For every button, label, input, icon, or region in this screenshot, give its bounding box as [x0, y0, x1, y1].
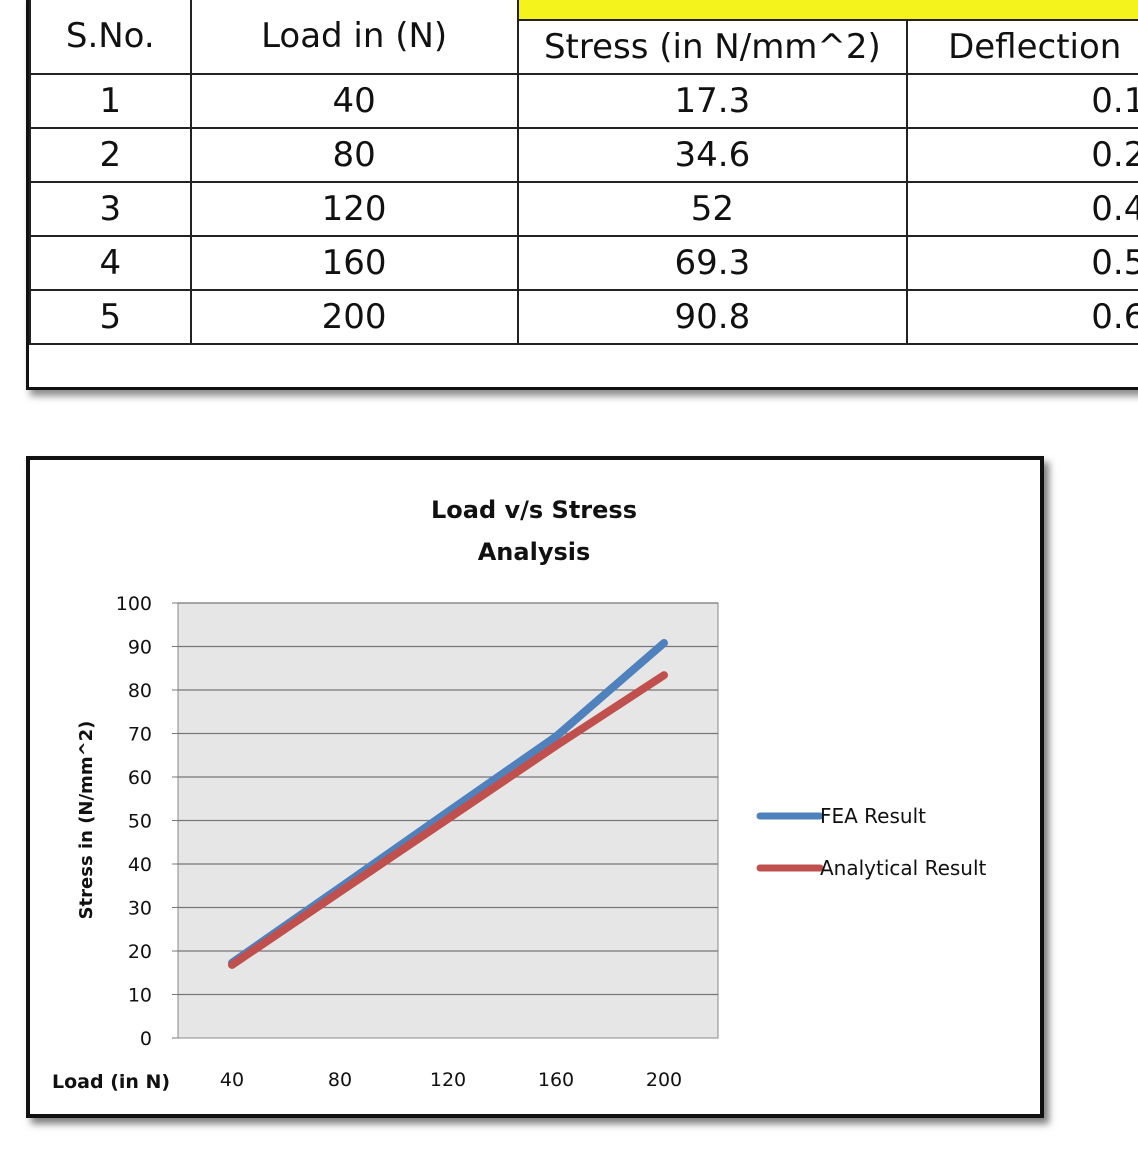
header-group-yellow [516, 0, 1138, 21]
legend-label: FEA Result [820, 804, 926, 828]
cell-load: 160 [189, 235, 519, 291]
cell-load: 120 [189, 181, 519, 237]
cell-sno: 2 [29, 127, 192, 183]
cell-deflection: 0.27 [906, 127, 1138, 183]
x-tick-label: 200 [646, 1069, 682, 1091]
legend-label: Analytical Result [820, 856, 987, 880]
cell-deflection: 0.13 [906, 73, 1138, 129]
results-table-container: S.No. Load in (N) Stress (in N/mm^2) Def… [26, 0, 1138, 390]
load-stress-chart: Load v/s Stress Analysis 0 10 20 30 40 50 60 70… [52, 496, 987, 1093]
header-sno: S.No. [29, 0, 192, 75]
y-tick-label: 40 [128, 854, 152, 876]
x-tick-label: 40 [220, 1069, 244, 1091]
y-tick-label: 90 [128, 637, 152, 659]
header-deflection: Deflection [906, 19, 1138, 75]
chart-title-line-2: Analysis [478, 538, 591, 566]
cell-load: 80 [189, 127, 519, 183]
cell-stress: 34.6 [516, 127, 909, 183]
cell-sno: 4 [29, 235, 192, 291]
cell-load: 200 [189, 289, 519, 345]
y-tick-label: 50 [128, 811, 152, 833]
cell-load: 40 [189, 73, 519, 129]
cell-deflection: 0.55 [906, 235, 1138, 291]
y-tick-label: 80 [128, 680, 152, 702]
chart-title-line-1: Load v/s Stress [431, 496, 637, 524]
y-tick-label: 60 [128, 767, 152, 789]
cell-sno: 5 [29, 289, 192, 345]
cell-deflection: 0.41 [906, 181, 1138, 237]
y-tick-label: 30 [128, 898, 152, 920]
x-tick-label: 120 [430, 1069, 466, 1091]
cell-stress: 52 [516, 181, 909, 237]
chart-frame: Load v/s Stress Analysis 0 10 20 30 40 50 60 70… [26, 456, 1044, 1118]
results-table: S.No. Load in (N) Stress (in N/mm^2) Def… [29, 0, 1138, 345]
header-load: Load in (N) [189, 0, 519, 75]
y-tick-label: 100 [116, 593, 152, 615]
y-axis-label: Stress in (N/mm^2) [76, 721, 97, 920]
y-tick-label: 70 [128, 724, 152, 746]
x-axis-label: Load (in N) [52, 1071, 170, 1093]
y-tick-label: 0 [140, 1028, 152, 1050]
header-stress: Stress (in N/mm^2) [516, 19, 909, 75]
y-tick-label: 10 [128, 985, 152, 1007]
cell-stress: 90.8 [516, 289, 909, 345]
cell-stress: 69.3 [516, 235, 909, 291]
y-tick-label: 20 [128, 941, 152, 963]
cell-sno: 1 [29, 73, 192, 129]
cell-sno: 3 [29, 181, 192, 237]
cell-stress: 17.3 [516, 73, 909, 129]
x-tick-label: 160 [538, 1069, 574, 1091]
cell-deflection: 0.69 [906, 289, 1138, 345]
x-tick-label: 80 [328, 1069, 352, 1091]
